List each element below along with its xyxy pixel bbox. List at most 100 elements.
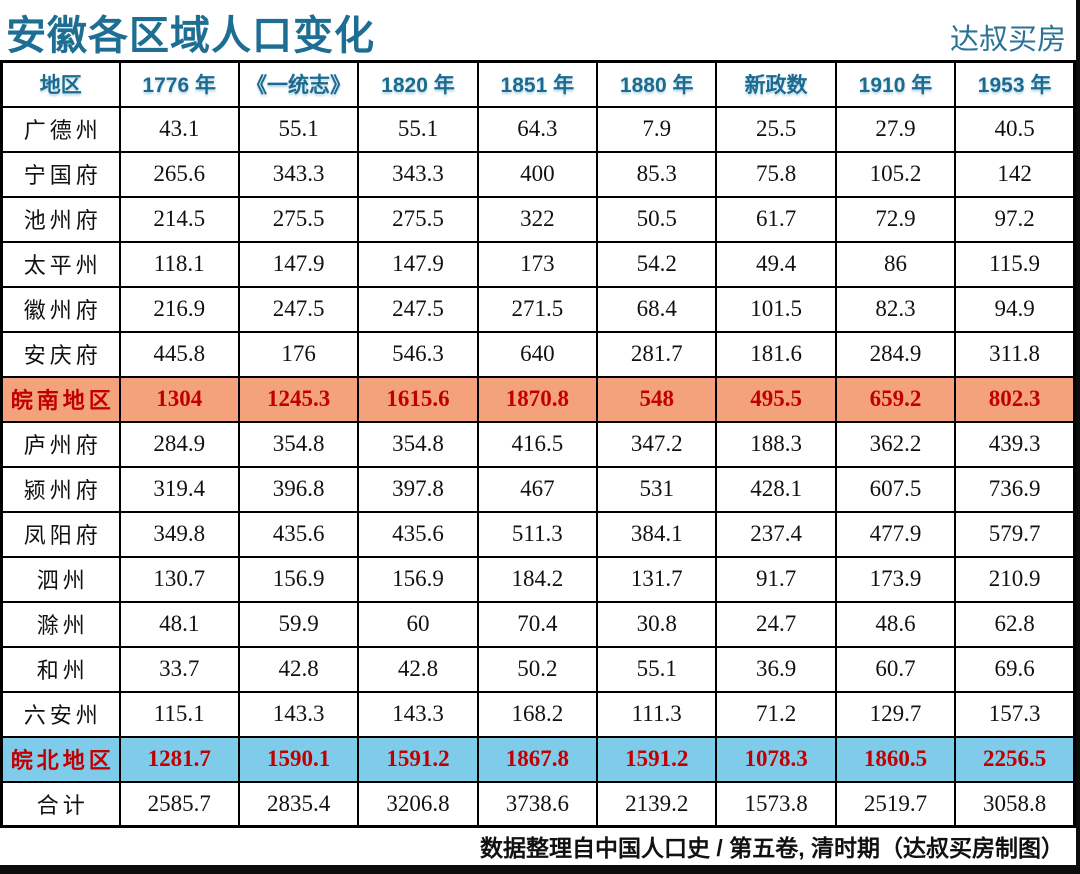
value-cell: 55.1 — [595, 645, 718, 693]
value-cell: 3206.8 — [357, 780, 479, 828]
value-cell: 265.6 — [118, 150, 240, 198]
value-cell: 1573.8 — [715, 780, 837, 828]
value-cell: 275.5 — [357, 195, 479, 243]
table-row: 凤阳府 349.8 435.6 435.6 511.3 384.1 237.4 477.9 57… — [0, 510, 1076, 558]
value-cell: 1281.7 — [118, 735, 240, 783]
title-band: 安徽各区域人口变化 达叔买房 — [0, 0, 1076, 60]
value-cell: 143.3 — [357, 690, 479, 738]
value-cell: 347.2 — [595, 420, 718, 468]
value-cell: 30.8 — [595, 600, 718, 648]
region-cell: 庐州府 — [0, 420, 121, 468]
value-cell: 1078.3 — [715, 735, 837, 783]
value-cell: 659.2 — [834, 375, 957, 423]
value-cell: 216.9 — [118, 285, 240, 333]
region-cell: 皖南地区 — [0, 375, 121, 423]
value-cell: 1860.5 — [834, 735, 957, 783]
column-header: 新政数 — [715, 60, 837, 108]
value-cell: 168.2 — [476, 690, 599, 738]
value-cell: 49.4 — [715, 240, 837, 288]
value-cell: 72.9 — [834, 195, 957, 243]
value-cell: 40.5 — [954, 105, 1076, 153]
value-cell: 435.6 — [357, 510, 479, 558]
region-cell: 颍州府 — [0, 465, 121, 513]
value-cell: 115.9 — [954, 240, 1076, 288]
value-cell: 416.5 — [476, 420, 599, 468]
region-cell: 和州 — [0, 645, 121, 693]
value-cell: 143.3 — [237, 690, 360, 738]
value-cell: 397.8 — [357, 465, 479, 513]
value-cell: 384.1 — [595, 510, 718, 558]
value-cell: 1591.2 — [595, 735, 718, 783]
value-cell: 640 — [476, 330, 599, 378]
page-title: 安徽各区域人口变化 — [6, 14, 375, 58]
value-cell: 50.5 — [595, 195, 718, 243]
value-cell: 607.5 — [834, 465, 957, 513]
value-cell: 531 — [595, 465, 718, 513]
table-row: 安庆府 445.8 176 546.3 640 281.7 181.6 284.9 311.8 — [0, 330, 1076, 378]
value-cell: 511.3 — [476, 510, 599, 558]
value-cell: 343.3 — [237, 150, 360, 198]
value-cell: 467 — [476, 465, 599, 513]
column-header: 1776 年 — [118, 60, 240, 108]
table-row: 和州 33.7 42.8 42.8 50.2 55.1 36.9 60.7 69.6 — [0, 645, 1076, 693]
source-note: 数据整理自中国人口史 / 第五卷, 清时期（达叔买房制图） — [480, 835, 1064, 861]
value-cell: 111.3 — [595, 690, 718, 738]
value-cell: 62.8 — [954, 600, 1076, 648]
value-cell: 2835.4 — [237, 780, 360, 828]
value-cell: 548 — [595, 375, 718, 423]
value-cell: 435.6 — [237, 510, 360, 558]
column-header: 1820 年 — [357, 60, 479, 108]
value-cell: 82.3 — [834, 285, 957, 333]
value-cell: 97.2 — [954, 195, 1076, 243]
region-cell: 安庆府 — [0, 330, 121, 378]
value-cell: 115.1 — [118, 690, 240, 738]
value-cell: 147.9 — [237, 240, 360, 288]
population-table: 地区 1776 年《一统志》 1820 年 1851 年 1880 年新政数 1910 年… — [0, 60, 1076, 828]
north-total-row: 皖北地区 1281.7 1590.1 1591.2 1867.8 1591.2 1078.3… — [0, 735, 1076, 783]
value-cell: 275.5 — [237, 195, 360, 243]
region-cell: 六安州 — [0, 690, 121, 738]
value-cell: 55.1 — [237, 105, 360, 153]
value-cell: 50.2 — [476, 645, 599, 693]
value-cell: 343.3 — [357, 150, 479, 198]
value-cell: 1867.8 — [476, 735, 599, 783]
region-cell: 滁州 — [0, 600, 121, 648]
value-cell: 1590.1 — [237, 735, 360, 783]
value-cell: 69.6 — [954, 645, 1076, 693]
value-cell: 156.9 — [237, 555, 360, 603]
value-cell: 130.7 — [118, 555, 240, 603]
table-row: 池州府 214.5 275.5 275.5 322 50.5 61.7 72.9 97.2 — [0, 195, 1076, 243]
value-cell: 27.9 — [834, 105, 957, 153]
region-cell: 凤阳府 — [0, 510, 121, 558]
value-cell: 210.9 — [954, 555, 1076, 603]
table-row: 广德州 43.1 55.1 55.1 64.3 7.9 25.5 27.9 40.5 — [0, 105, 1076, 153]
value-cell: 7.9 — [595, 105, 718, 153]
value-cell: 495.5 — [715, 375, 837, 423]
table-row: 颍州府 319.4 396.8 397.8 467 531 428.1 607.5 736.9 — [0, 465, 1076, 513]
value-cell: 477.9 — [834, 510, 957, 558]
table-row: 宁国府 265.6 343.3 343.3 400 85.3 75.8 105.2 142 — [0, 150, 1076, 198]
region-cell: 广德州 — [0, 105, 121, 153]
value-cell: 237.4 — [715, 510, 837, 558]
table-header-row: 地区 1776 年《一统志》 1820 年 1851 年 1880 年新政数 1910 年… — [0, 60, 1076, 108]
table-row: 徽州府 216.9 247.5 247.5 271.5 68.4 101.5 82.3 94.9 — [0, 285, 1076, 333]
value-cell: 101.5 — [715, 285, 837, 333]
value-cell: 3738.6 — [476, 780, 599, 828]
value-cell: 400 — [476, 150, 599, 198]
column-header: 1953 年 — [954, 60, 1076, 108]
value-cell: 94.9 — [954, 285, 1076, 333]
value-cell: 85.3 — [595, 150, 718, 198]
south-total-row: 皖南地区 1304 1245.3 1615.6 1870.8 548 495.5 659.2 8… — [0, 375, 1076, 423]
value-cell: 319.4 — [118, 465, 240, 513]
value-cell: 736.9 — [954, 465, 1076, 513]
value-cell: 147.9 — [357, 240, 479, 288]
value-cell: 271.5 — [476, 285, 599, 333]
value-cell: 362.2 — [834, 420, 957, 468]
column-header: 《一统志》 — [237, 60, 360, 108]
region-cell: 皖北地区 — [0, 735, 121, 783]
value-cell: 129.7 — [834, 690, 957, 738]
value-cell: 1591.2 — [357, 735, 479, 783]
value-cell: 118.1 — [118, 240, 240, 288]
value-cell: 188.3 — [715, 420, 837, 468]
